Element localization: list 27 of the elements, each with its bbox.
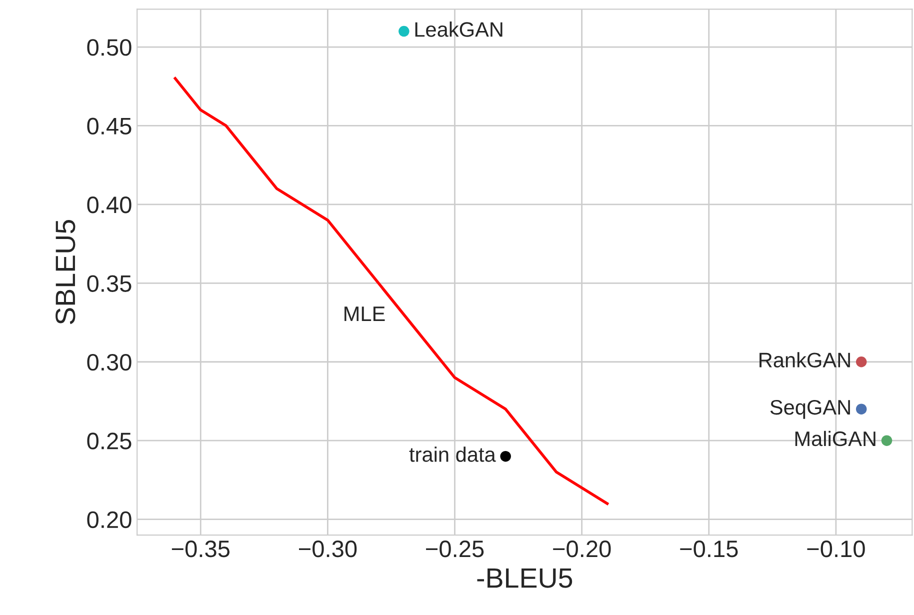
point [398,26,410,37]
series-label: LeakGAN [415,22,502,37]
x-tick-label: −0.20 [553,540,611,558]
point [856,356,867,368]
series-label: RankGAN [760,352,850,368]
x-tick-label: −0.30 [298,540,357,558]
point [500,450,511,462]
y-tick-label: 0.30 [87,354,132,371]
series-label: MaliGAN [795,430,876,446]
x-tick-label: −0.10 [807,540,865,558]
series-label: MLE [344,306,385,321]
series-label: train data [409,446,496,462]
y-tick-label: 0.50 [87,39,132,56]
point [881,435,892,446]
series-label: SeqGAN [770,400,850,419]
x-tick-label: −0.15 [680,540,738,558]
x-tick-label: −0.35 [172,540,230,558]
y-tick-label: 0.40 [87,196,132,214]
line-series [174,77,609,505]
y-tick-label: 0.25 [87,432,132,450]
y-tick-label: 0.35 [87,275,132,292]
x-axis-title: -BLEU5 [477,568,572,588]
y-axis-title: SBLEU5 [56,220,76,324]
y-tick-label: 0.45 [87,118,132,135]
point [856,404,867,414]
x-tick-label: −0.25 [426,540,484,558]
y-tick-label: 0.20 [87,511,132,528]
